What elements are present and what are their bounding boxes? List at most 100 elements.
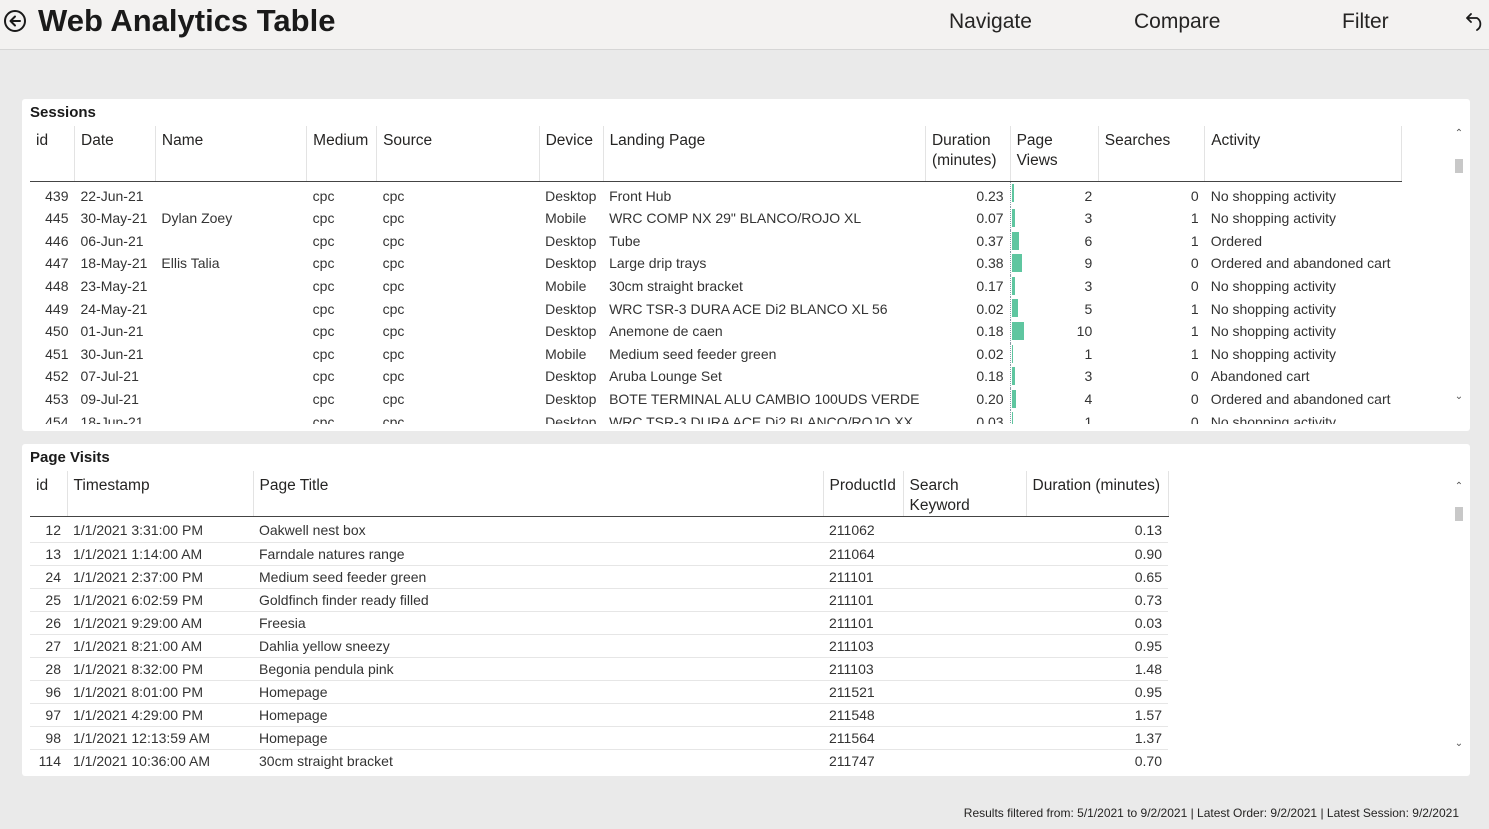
- page-views-value: 10: [1076, 323, 1093, 340]
- table-row[interactable]: 25 1/1/2021 6:02:59 PM Goldfinch finder re…: [30, 588, 1168, 612]
- table-row[interactable]: 453 09-Jul-21 cpc cpc Desktop BOTE TERMINAL A…: [30, 387, 1402, 411]
- cell-pid: 211064: [823, 542, 903, 566]
- page-visits-scrollbar[interactable]: ⌃ ⌄: [1454, 474, 1464, 752]
- cell-medium: cpc: [312, 278, 335, 295]
- cell-activity: No shopping activity: [1210, 323, 1336, 340]
- cell-title: Homepage: [253, 703, 823, 727]
- cell-searches: 1: [1190, 232, 1199, 249]
- cell-landing: Medium seed feeder green: [609, 345, 777, 362]
- cell-searches: 0: [1190, 413, 1199, 424]
- column-header[interactable]: Source: [376, 126, 540, 182]
- cell-dur: 0.95: [1026, 680, 1168, 704]
- table-row[interactable]: 97 1/1/2021 4:29:00 PM Homepage 211548 1.57: [30, 703, 1168, 727]
- scroll-thumb[interactable]: [1455, 159, 1463, 173]
- undo-icon[interactable]: [1465, 9, 1487, 31]
- cell-id: 452: [45, 368, 69, 385]
- column-header[interactable]: Device: [539, 126, 604, 182]
- page-views-bar: [1011, 254, 1023, 273]
- cell-activity: No shopping activity: [1210, 187, 1336, 204]
- table-row[interactable]: 454 18-Jun-21 cpc cpc Desktop WRC TSR-3 DURA …: [30, 410, 1402, 424]
- cell-source: cpc: [382, 391, 405, 408]
- column-header[interactable]: Search Keyword: [903, 471, 1027, 517]
- table-row[interactable]: 26 1/1/2021 9:29:00 AM Freesia 211101 0.03: [30, 611, 1168, 635]
- cell-medium: cpc: [312, 232, 335, 249]
- cell-kw: [903, 611, 1026, 635]
- scroll-down-icon[interactable]: ⌄: [1454, 738, 1464, 749]
- cell-id: 449: [45, 300, 69, 317]
- cell-landing: Front Hub: [609, 187, 672, 204]
- cell-id: 451: [45, 345, 69, 362]
- table-row[interactable]: 28 1/1/2021 8:32:00 PM Begonia pendula pin…: [30, 657, 1168, 681]
- cell-pid: 211101: [823, 588, 903, 612]
- cell-id: 439: [45, 187, 69, 204]
- table-row[interactable]: 447 18-May-21 Ellis Talia cpc cpc Desktop Larg…: [30, 252, 1402, 275]
- column-header[interactable]: id: [30, 471, 68, 517]
- table-row[interactable]: 27 1/1/2021 8:21:00 AM Dahlia yellow sneez…: [30, 634, 1168, 658]
- cell-source: cpc: [382, 323, 405, 340]
- cell-source: cpc: [382, 345, 405, 362]
- cell-ts: 1/1/2021 6:02:59 PM: [67, 588, 253, 612]
- sessions-title: Sessions: [30, 104, 96, 121]
- cell-ts: 1/1/2021 12:13:59 AM: [67, 726, 253, 750]
- cell-landing: Aruba Lounge Set: [609, 368, 722, 385]
- nav-compare[interactable]: Compare: [1134, 10, 1221, 33]
- cell-device: Mobile: [545, 278, 587, 295]
- cell-dur: 0.95: [1026, 634, 1168, 658]
- cell-source: cpc: [382, 210, 405, 227]
- page-views-cell: 1: [1010, 343, 1098, 366]
- column-header[interactable]: Duration (minutes): [1026, 471, 1169, 517]
- table-row[interactable]: 452 07-Jul-21 cpc cpc Desktop Aruba Lounge Se…: [30, 365, 1402, 388]
- cell-kw: [903, 749, 1026, 771]
- cell-pid: 211521: [823, 680, 903, 704]
- table-row[interactable]: 12 1/1/2021 3:31:00 PM Oakwell nest box 211…: [30, 516, 1168, 543]
- table-row[interactable]: 98 1/1/2021 12:13:59 AM Homepage 211564 1.37: [30, 726, 1168, 750]
- scroll-down-icon[interactable]: ⌄: [1454, 391, 1464, 402]
- column-header[interactable]: Activity: [1204, 126, 1402, 182]
- cell-medium: cpc: [312, 391, 335, 408]
- scroll-thumb[interactable]: [1455, 507, 1463, 521]
- cell-dur: 0.65: [1026, 565, 1168, 589]
- cell-device: Desktop: [545, 232, 597, 249]
- column-header[interactable]: Landing Page: [603, 126, 926, 182]
- page-views-bar: [1011, 321, 1024, 340]
- page-views-cell: 3: [1010, 365, 1098, 388]
- column-header[interactable]: Duration (minutes): [925, 126, 1011, 182]
- cell-ts: 1/1/2021 8:01:00 PM: [67, 680, 253, 704]
- table-row[interactable]: 13 1/1/2021 1:14:00 AM Farndale natures ra…: [30, 542, 1168, 566]
- table-row[interactable]: 439 22-Jun-21 cpc cpc Desktop Front Hub 0.23 2 0…: [30, 181, 1402, 207]
- table-row[interactable]: 448 23-May-21 cpc cpc Mobile 30cm straight br…: [30, 274, 1402, 298]
- scroll-up-icon[interactable]: ⌃: [1454, 128, 1464, 139]
- back-arrow-icon[interactable]: [3, 9, 27, 33]
- nav-navigate[interactable]: Navigate: [949, 10, 1032, 33]
- column-header[interactable]: Searches: [1098, 126, 1206, 182]
- cell-pid: 211062: [823, 516, 903, 543]
- table-row[interactable]: 24 1/1/2021 2:37:00 PM Medium seed feeder …: [30, 565, 1168, 589]
- nav-filter[interactable]: Filter: [1342, 10, 1389, 33]
- cell-landing: WRC TSR-3 DURA ACE Di2 BLANCO XL 56: [609, 300, 888, 317]
- column-header[interactable]: Page Title: [253, 471, 824, 517]
- table-row[interactable]: 445 30-May-21 Dylan Zoey cpc cpc Mobile WRC CO…: [30, 207, 1402, 230]
- table-row[interactable]: 446 06-Jun-21 cpc cpc Desktop Tube 0.37 6 1 Order…: [30, 229, 1402, 253]
- column-header[interactable]: ProductId: [823, 471, 904, 517]
- cell-ts: 1/1/2021 4:29:00 PM: [67, 703, 253, 727]
- cell-device: Desktop: [545, 300, 597, 317]
- cell-id: 448: [45, 278, 69, 295]
- table-row[interactable]: 451 30-Jun-21 cpc cpc Mobile Medium seed feed…: [30, 342, 1402, 366]
- table-row[interactable]: 449 24-May-21 cpc cpc Desktop WRC TSR-3 DURA …: [30, 297, 1402, 320]
- column-header[interactable]: id: [30, 126, 75, 182]
- column-header[interactable]: Name: [155, 126, 308, 182]
- column-header[interactable]: Medium: [306, 126, 378, 182]
- table-row[interactable]: 450 01-Jun-21 cpc cpc Desktop Anemone de caen…: [30, 319, 1402, 343]
- cell-device: Desktop: [545, 368, 597, 385]
- cell-activity: No shopping activity: [1210, 300, 1336, 317]
- page-views-value: 5: [1084, 300, 1093, 317]
- scroll-up-icon[interactable]: ⌃: [1454, 481, 1464, 492]
- cell-pid: 211548: [823, 703, 903, 727]
- column-header[interactable]: Page Views: [1010, 126, 1099, 182]
- page-views-cell: 3: [1010, 275, 1098, 298]
- column-header[interactable]: Timestamp: [67, 471, 254, 517]
- sessions-scrollbar[interactable]: ⌃ ⌄: [1454, 129, 1464, 407]
- column-header[interactable]: Date: [74, 126, 156, 182]
- table-row[interactable]: 114 1/1/2021 10:36:00 AM 30cm straight bra…: [30, 749, 1168, 771]
- table-row[interactable]: 96 1/1/2021 8:01:00 PM Homepage 211521 0.95: [30, 680, 1168, 704]
